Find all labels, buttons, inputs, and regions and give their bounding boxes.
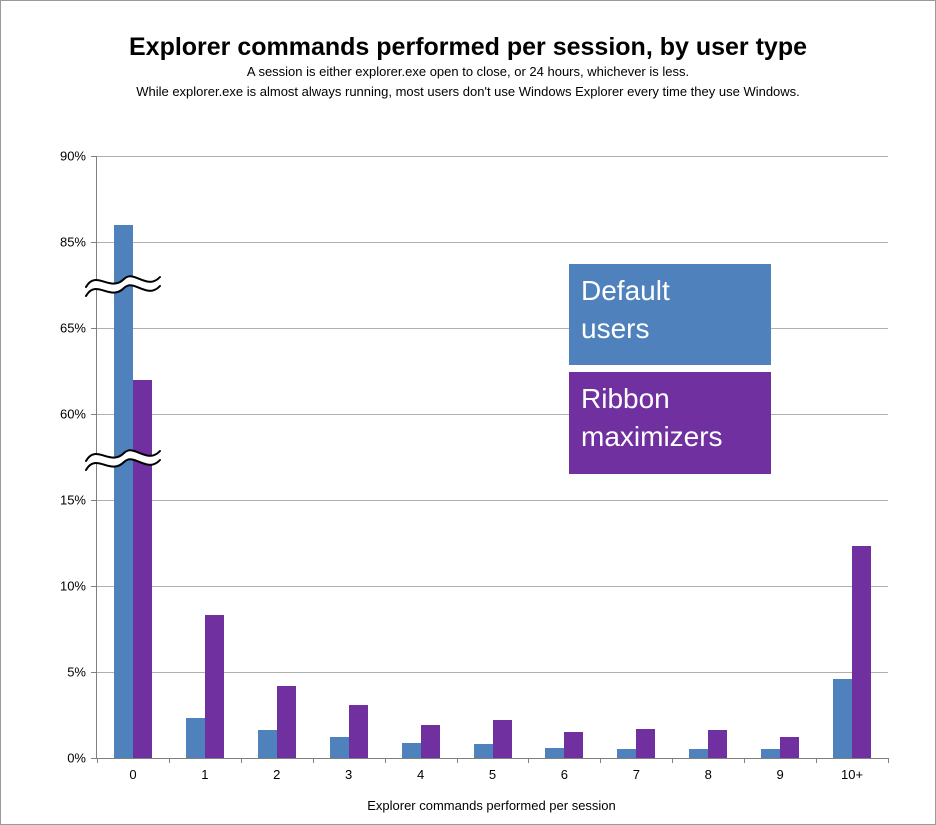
bar-ribbon-maximizers [204, 615, 224, 758]
x-axis-tick [456, 758, 458, 763]
x-axis-tick [888, 758, 889, 763]
bar-default-users [257, 730, 277, 758]
y-axis-tick [91, 414, 97, 415]
x-axis-tick [240, 758, 242, 763]
y-axis-label: 90% [59, 148, 86, 164]
gridline [97, 156, 888, 157]
x-axis-tick [312, 758, 314, 763]
y-axis-tick [91, 242, 97, 243]
bar-default-users [113, 224, 133, 758]
bar-default-users [833, 678, 853, 758]
bar-default-users [761, 749, 781, 758]
y-axis-tick [91, 328, 97, 329]
legend-ribbon-maximizers-label: Ribbon maximizers [581, 383, 723, 452]
x-axis-tick [600, 758, 602, 763]
y-axis-tick [91, 586, 97, 587]
x-axis-tick [384, 758, 386, 763]
y-axis-label: 0% [67, 750, 86, 766]
x-axis-label: 1 [201, 767, 209, 782]
chart-subtitle-line2: While explorer.exe is almost always runn… [136, 84, 800, 99]
y-axis-label: 15% [59, 492, 86, 508]
gridline [97, 672, 888, 673]
x-axis-label: 9 [776, 767, 784, 782]
bar-ribbon-maximizers [780, 737, 800, 758]
x-axis-tick [672, 758, 674, 763]
chart-title: Explorer commands performed per session,… [128, 33, 807, 61]
x-axis-tick [97, 758, 98, 763]
y-axis-label: 85% [59, 234, 86, 250]
gridline [97, 328, 888, 329]
bar-ribbon-maximizers [132, 379, 152, 758]
chart-subtitle-line1: A session is either explorer.exe open to… [246, 64, 690, 79]
bar-ribbon-maximizers [636, 728, 656, 758]
bar-default-users [401, 742, 421, 758]
x-axis-label: 10+ [841, 767, 864, 782]
gridline [97, 500, 888, 501]
x-axis-tick [816, 758, 818, 763]
gridline [97, 414, 888, 415]
bar-ribbon-maximizers [852, 546, 872, 758]
bar-default-users [185, 718, 205, 758]
x-axis-tick [528, 758, 530, 763]
bar-ribbon-maximizers [564, 732, 584, 758]
x-axis-label: 7 [632, 767, 640, 782]
x-axis-label: 2 [273, 767, 281, 782]
bar-default-users [329, 737, 349, 758]
bar-ribbon-maximizers [420, 725, 440, 758]
x-axis-label: 3 [345, 767, 353, 782]
x-axis-label: 4 [416, 767, 425, 782]
bar-default-users [545, 747, 565, 758]
x-axis-title: Explorer commands performed per session [367, 798, 616, 813]
y-axis-tick [91, 156, 97, 157]
plot-area: 0% 5% 10% 15% 60% 65% 85% 90% 0 1 2 3 4 5 6 7 8 9 10+ [60, 149, 889, 782]
bar-default-users [689, 749, 709, 758]
legend-default-users-label: Default users [581, 275, 670, 344]
legend-ribbon-maximizers: Ribbon maximizers [569, 372, 771, 474]
bar-ribbon-maximizers [492, 720, 512, 758]
x-axis-tick [744, 758, 746, 763]
gridline [97, 242, 888, 243]
bar-default-users [473, 744, 493, 758]
bar-default-users [617, 749, 637, 758]
bar-ribbon-maximizers [276, 685, 296, 758]
gridline [97, 586, 888, 587]
x-axis-label: 5 [488, 767, 497, 782]
bar-ribbon-maximizers [708, 730, 728, 758]
y-axis-label: 60% [59, 406, 86, 422]
y-axis-label: 65% [59, 320, 86, 336]
x-axis-label: 0 [129, 767, 137, 782]
y-axis-label: 10% [59, 578, 86, 594]
legend-default-users: Default users [569, 264, 771, 365]
bar-ribbon-maximizers [348, 704, 368, 758]
y-axis-tick [91, 500, 97, 501]
y-axis-tick [91, 758, 97, 759]
y-axis-label: 5% [67, 664, 86, 680]
x-axis-label: 8 [704, 767, 712, 782]
y-axis-tick [91, 672, 97, 673]
x-axis-tick [168, 758, 170, 763]
x-axis-label: 6 [560, 767, 569, 782]
